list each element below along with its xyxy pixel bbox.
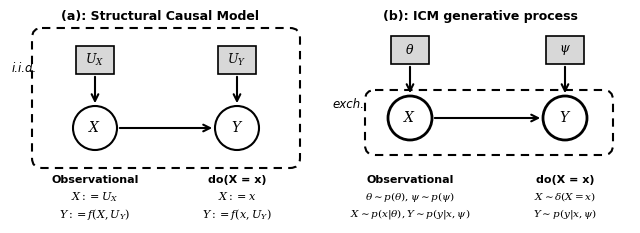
Text: $X$: $X$	[403, 110, 417, 126]
Bar	[546, 36, 584, 64]
Text: $\theta$: $\theta$	[405, 43, 415, 57]
Text: $U_Y$: $U_Y$	[227, 52, 246, 68]
Bar	[76, 46, 114, 74]
Text: exch.: exch.	[332, 99, 364, 112]
Text: $\theta \sim p(\theta), \psi \sim p(\psi)$: $\theta \sim p(\theta), \psi \sim p(\psi…	[365, 190, 455, 204]
Text: $Y$: $Y$	[231, 120, 243, 136]
Text: $Y := f(X, U_Y)$: $Y := f(X, U_Y)$	[60, 207, 131, 222]
Circle shape	[388, 96, 432, 140]
Text: $U_X$: $U_X$	[86, 52, 104, 68]
Text: $Y \sim p(y|x, \psi)$: $Y \sim p(y|x, \psi)$	[533, 207, 597, 221]
Circle shape	[215, 106, 259, 150]
Text: $X \sim \delta(X = x)$: $X \sim \delta(X = x)$	[534, 190, 596, 203]
Text: i.i.d.: i.i.d.	[12, 62, 37, 75]
Text: $Y := f(x, U_Y)$: $Y := f(x, U_Y)$	[202, 207, 272, 222]
Text: do(X = x): do(X = x)	[208, 175, 266, 185]
Text: Observational: Observational	[366, 175, 454, 185]
Text: Observational: Observational	[51, 175, 139, 185]
Text: (a): Structural Causal Model: (a): Structural Causal Model	[61, 10, 259, 23]
Text: $\psi$: $\psi$	[559, 43, 571, 57]
Text: $X \sim p(x|\theta), Y \sim p(y|x, \psi)$: $X \sim p(x|\theta), Y \sim p(y|x, \psi)…	[350, 207, 470, 221]
Bar	[391, 36, 429, 64]
Text: (b): ICM generative process: (b): ICM generative process	[383, 10, 577, 23]
Text: do(X = x): do(X = x)	[536, 175, 595, 185]
Circle shape	[543, 96, 587, 140]
Circle shape	[73, 106, 117, 150]
Text: $X := U_X$: $X := U_X$	[71, 190, 118, 204]
Text: $X$: $X$	[88, 120, 102, 136]
Text: $Y$: $Y$	[559, 110, 571, 126]
Bar	[218, 46, 256, 74]
Text: $X := x$: $X := x$	[218, 190, 256, 202]
